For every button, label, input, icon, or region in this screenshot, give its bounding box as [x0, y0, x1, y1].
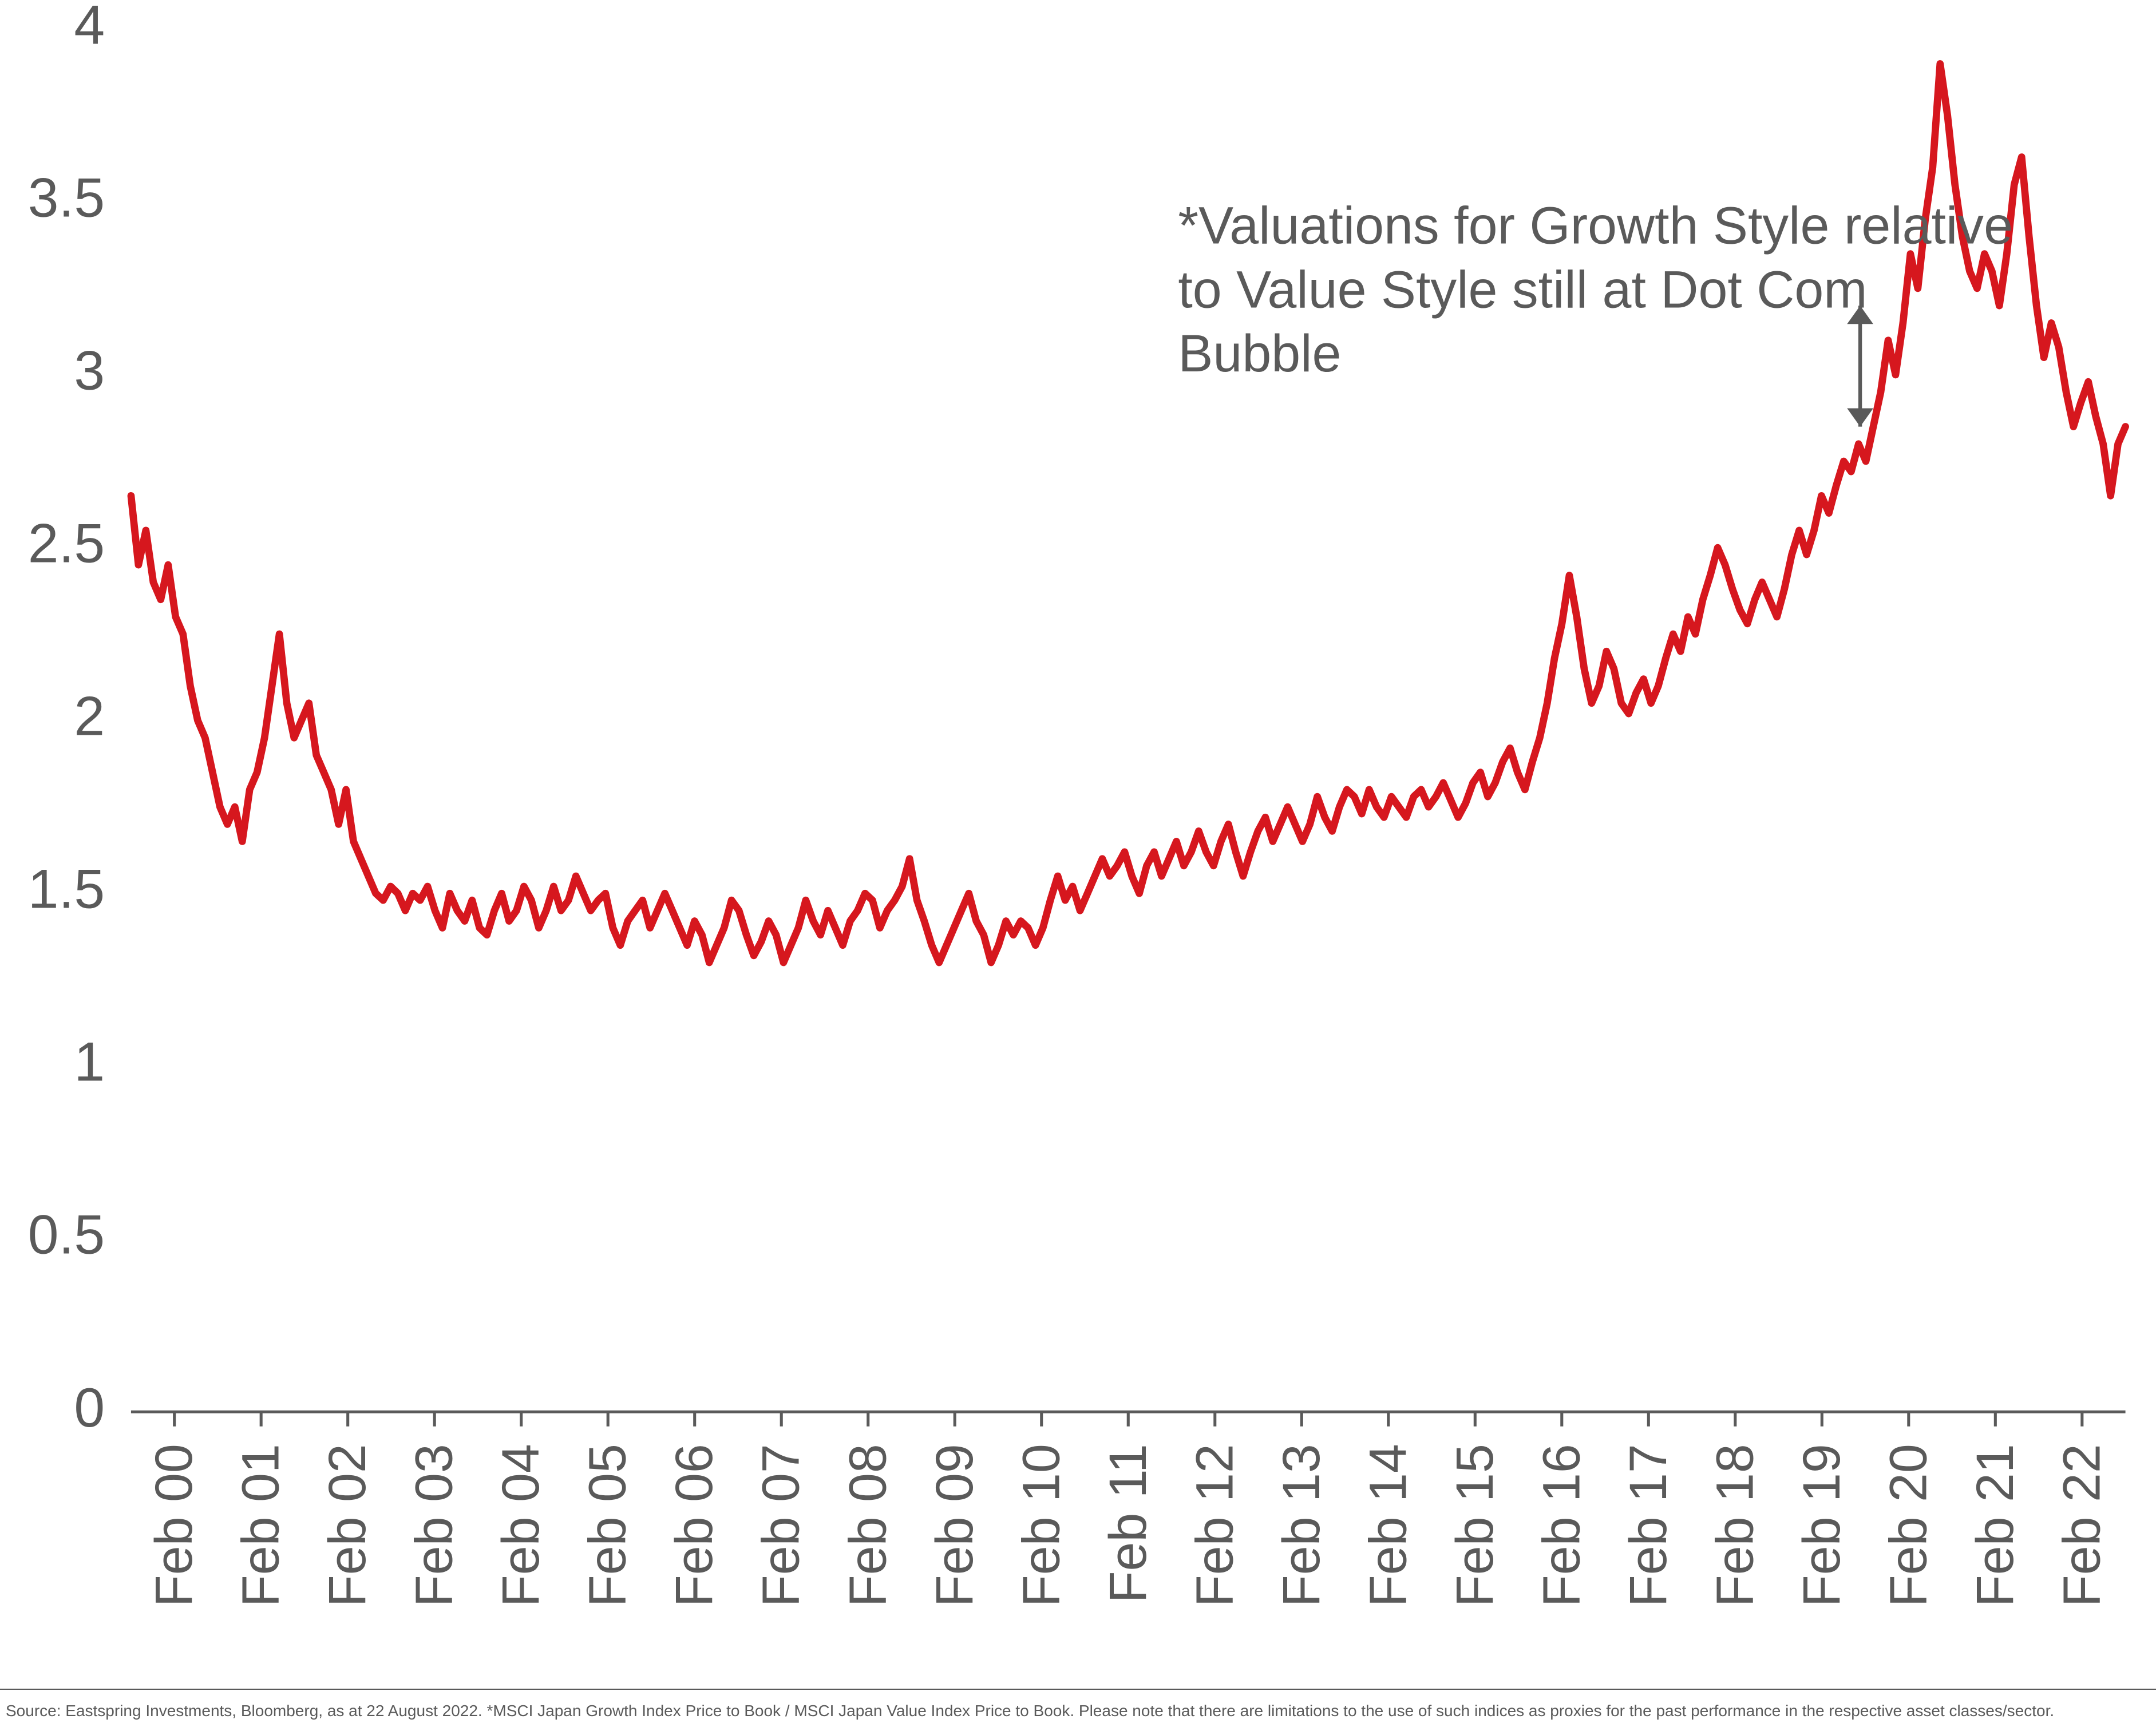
svg-text:Feb 17: Feb 17	[1619, 1444, 1678, 1607]
svg-text:2: 2	[74, 686, 105, 747]
svg-text:2.5: 2.5	[28, 513, 105, 575]
svg-text:Feb 06: Feb 06	[665, 1444, 723, 1607]
svg-text:Feb 15: Feb 15	[1446, 1444, 1504, 1607]
source-note: Source: Eastspring Investments, Bloomber…	[0, 1690, 2156, 1727]
svg-text:Feb 20: Feb 20	[1879, 1444, 1937, 1607]
svg-text:4: 4	[74, 0, 105, 56]
svg-text:Feb 02: Feb 02	[318, 1444, 377, 1607]
svg-text:Feb 07: Feb 07	[752, 1444, 810, 1607]
svg-text:Feb 08: Feb 08	[838, 1444, 897, 1607]
svg-text:*Valuations for Growth Style r: *Valuations for Growth Style relative	[1178, 196, 2013, 255]
svg-text:Feb 13: Feb 13	[1272, 1444, 1331, 1607]
line-chart: 0 0.5 1 1.5 2 2.5 3 3.5 4 Feb 00 Feb 01 Feb 02 Feb 0…	[0, 0, 2156, 1689]
svg-text:Feb 14: Feb 14	[1359, 1444, 1417, 1607]
chart-container: 0 0.5 1 1.5 2 2.5 3 3.5 4 Feb 00 Feb 01 Feb 02 Feb 0…	[0, 0, 2156, 1689]
svg-text:Feb 12: Feb 12	[1185, 1444, 1244, 1607]
svg-text:Feb 18: Feb 18	[1706, 1444, 1764, 1607]
svg-text:Feb 21: Feb 21	[1966, 1444, 2024, 1607]
svg-text:Feb 22: Feb 22	[2052, 1444, 2111, 1607]
svg-text:1.5: 1.5	[28, 859, 105, 920]
svg-text:Feb 19: Feb 19	[1793, 1444, 1851, 1607]
svg-text:Feb 16: Feb 16	[1532, 1444, 1591, 1607]
svg-text:Feb 01: Feb 01	[232, 1444, 290, 1607]
svg-text:Feb 09: Feb 09	[925, 1444, 984, 1607]
svg-text:0: 0	[74, 1377, 105, 1439]
svg-text:Feb 04: Feb 04	[492, 1444, 550, 1607]
svg-text:Feb 10: Feb 10	[1012, 1444, 1070, 1607]
svg-text:0.5: 0.5	[28, 1205, 105, 1266]
svg-text:Feb 11: Feb 11	[1099, 1444, 1157, 1603]
svg-text:1: 1	[74, 1032, 105, 1093]
svg-text:3: 3	[74, 340, 105, 401]
svg-text:Feb 00: Feb 00	[145, 1444, 203, 1607]
svg-text:Bubble: Bubble	[1178, 324, 1341, 383]
svg-text:Feb 03: Feb 03	[405, 1444, 464, 1607]
svg-text:Feb 05: Feb 05	[579, 1444, 637, 1607]
svg-text:3.5: 3.5	[28, 167, 105, 228]
svg-text:to Value Style still at Dot Co: to Value Style still at Dot Com	[1178, 260, 1867, 319]
